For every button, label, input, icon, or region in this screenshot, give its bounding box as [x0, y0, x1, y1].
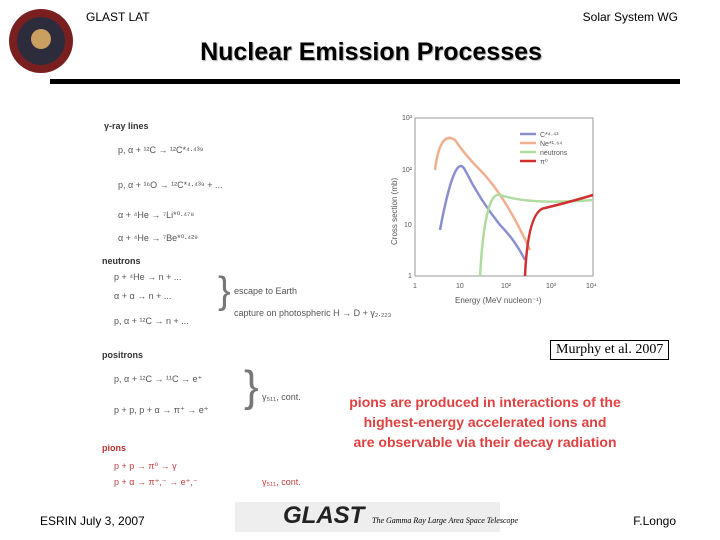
result: γ₅₁₁, cont. — [262, 477, 301, 487]
reaction: p, α + ¹²C → ¹²C*⁴·⁴³⁹ — [118, 145, 204, 155]
note-line: are observable via their decay radiation — [353, 434, 617, 450]
cross-section-figure: 10³ 10² 10 1 1 10 10² 10³ 10⁴ Energy (Me… — [390, 115, 597, 305]
reaction: p + ⁴He → n + ... — [114, 272, 182, 282]
x-tick-label: 1 — [413, 283, 417, 290]
header-right: Solar System WG — [582, 10, 678, 24]
footer-left: ESRIN July 3, 2007 — [40, 514, 145, 528]
header-left: GLAST LAT — [86, 10, 150, 24]
reaction: α + α → n + ... — [114, 291, 172, 301]
title-rule — [50, 79, 680, 84]
brace: } — [218, 270, 231, 312]
note-line: pions are produced in interactions of th… — [349, 394, 621, 410]
reaction: p, α + ¹²C → ¹¹C → e⁺ — [114, 374, 203, 384]
curve — [433, 136, 532, 251]
legend-label: neutrons — [540, 150, 568, 157]
section-heading: pions — [102, 443, 126, 453]
legend-label: Ne*¹·⁶⁴ — [540, 141, 562, 148]
x-tick-label: 10⁴ — [586, 283, 597, 290]
y-tick-label: 10³ — [402, 115, 413, 122]
curve — [523, 193, 594, 277]
reaction: α + ⁴He → ⁷Li*⁰·⁴⁷⁸ — [118, 210, 195, 220]
reaction: p + α → π⁺,⁻ → e⁺,⁻ — [114, 477, 198, 487]
reaction: p + p, p + α → π⁺ → e⁺ — [114, 405, 209, 415]
x-tick-label: 10² — [501, 283, 512, 290]
citation: Murphy et al. 2007 — [550, 340, 670, 360]
footer-tagline: The Gamma Ray Large Area Space Telescope — [372, 516, 519, 525]
x-tick-label: 10 — [456, 283, 464, 290]
y-tick-label: 10² — [402, 167, 413, 174]
curve — [478, 193, 594, 277]
legend-label: C*⁴·⁴³ — [540, 132, 559, 139]
curve — [438, 164, 527, 261]
logo-badge — [9, 9, 73, 73]
fate: escape to Earth — [234, 286, 298, 296]
section-heading: neutrons — [102, 256, 141, 266]
fate: capture on photospheric H → D + γ₂.₂₂₃ — [234, 308, 392, 318]
reaction: α + ⁴He → ⁷Be*⁰·⁴²⁹ — [118, 233, 198, 243]
footer-right: F.Longo — [633, 514, 676, 528]
plot-frame — [414, 117, 594, 277]
reaction: p + p → π⁰ → γ — [114, 461, 177, 471]
slide-title: Nuclear Emission Processes — [200, 38, 542, 66]
y-axis-label: Cross section (mb) — [390, 178, 399, 245]
x-axis-label: Energy (MeV nucleon⁻¹) — [455, 296, 542, 305]
section-heading: γ-ray lines — [104, 121, 149, 131]
brace: } — [244, 362, 259, 411]
reaction: p, α + ¹⁶O → ¹²C*⁴·⁴³⁹ + ... — [118, 180, 223, 190]
footer-logo: GLAST — [283, 502, 365, 529]
reaction: p, α + ¹²C → n + ... — [114, 316, 189, 326]
legend-label: π⁰ — [540, 158, 548, 166]
section-heading: positrons — [102, 350, 144, 360]
footer-banner — [235, 502, 500, 532]
note: pions are produced in interactions of th… — [320, 392, 650, 452]
result: γ₅₁₁, cont. — [262, 392, 301, 402]
note-line: highest-energy accelerated ions and — [363, 414, 607, 430]
y-tick-label: 1 — [408, 273, 412, 280]
x-tick-label: 10³ — [546, 283, 557, 290]
y-tick-label: 10 — [404, 222, 412, 229]
